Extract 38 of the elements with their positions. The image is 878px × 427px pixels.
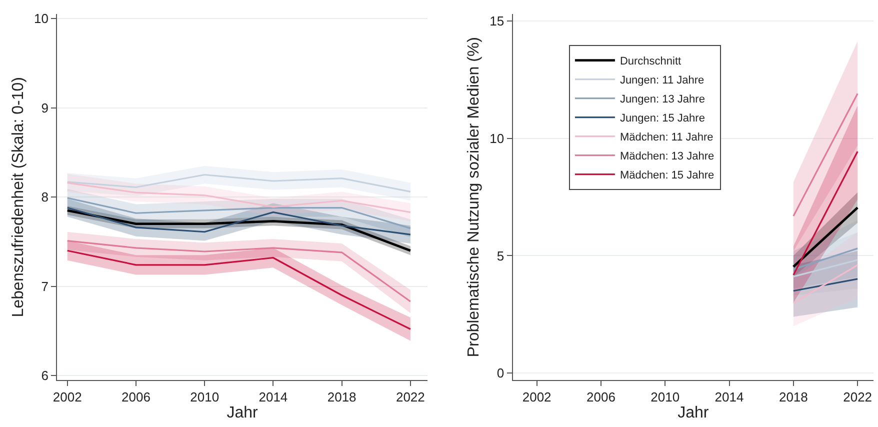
y-tick-label: 10 [490,130,504,146]
legend-label: Durchschnitt [620,56,682,68]
line-series [66,206,412,236]
y-tick-label: 0 [496,366,504,381]
x-tick-label: 2018 [778,390,808,405]
line-series [66,174,412,192]
x-tick-label: 2006 [586,390,616,405]
x-tick-label: 2018 [327,390,356,405]
x-tick-label: 2022 [843,390,872,405]
legend-label: Mädchen: 11 Jahre [620,132,714,144]
legend-label: Jungen: 11 Jahre [620,74,704,87]
legend-label: Mädchen: 13 Jahre [620,150,714,163]
legend-label: Jungen: 15 Jahre [620,112,705,125]
x-axis-title: Jahr [678,404,710,422]
y-tick-label: 6 [41,368,48,384]
x-tick-label: 2002 [522,390,552,405]
line-series [66,197,412,230]
y-axis-title: Problematische Nutzung sozialer Medien (%) [466,36,483,358]
x-axis-title: Jahr [226,404,259,422]
legend-label: Mädchen: 15 Jahre [620,170,714,182]
y-tick-label: 8 [41,190,48,205]
line-series [66,250,412,330]
x-tick-label: 2002 [52,390,82,405]
y-tick-label: 5 [496,248,504,264]
x-tick-label: 2014 [714,390,744,405]
x-tick-label: 2006 [122,390,150,405]
y-axis-title: Lebenszufriedenheit (Skala: 0-10) [10,76,27,318]
x-tick-label: 2010 [190,390,220,405]
y-tick-label: 10 [34,11,48,26]
x-tick-label: 2010 [650,390,680,405]
line-series [66,240,412,302]
legend-label: Jungen: 13 Jahre [620,94,705,106]
x-tick-label: 2022 [396,390,425,405]
x-tick-label: 2014 [258,390,288,405]
y-tick-label: 7 [41,278,48,294]
y-tick-label: 15 [490,14,504,29]
y-tick-label: 9 [41,100,48,116]
line-series [66,182,412,214]
